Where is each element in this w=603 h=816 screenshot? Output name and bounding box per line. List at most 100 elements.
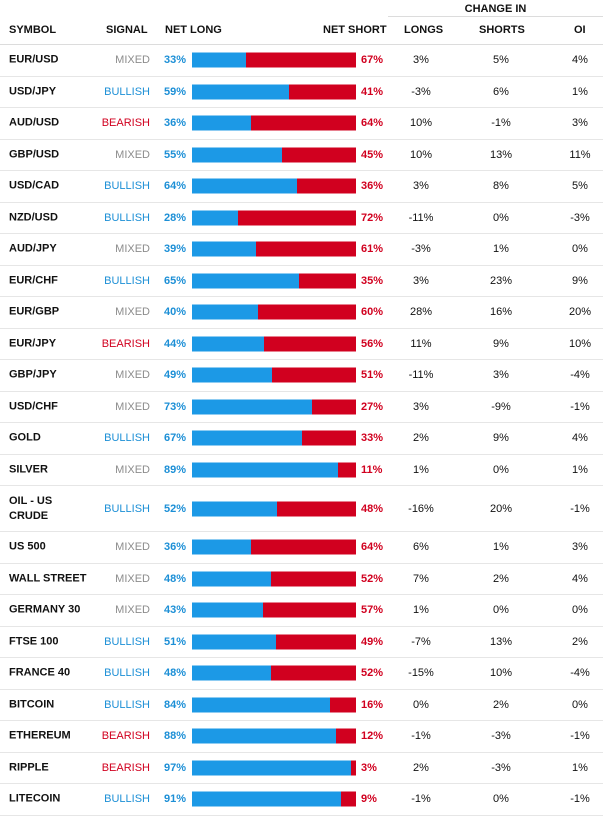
sentiment-bar-long-fill <box>192 697 330 713</box>
table-row[interactable]: US 500 MIXED 36% 64% 6% 1% 3% <box>0 532 603 564</box>
net-short-value: 64% <box>361 541 384 554</box>
header-signal[interactable]: SIGNAL <box>106 24 148 36</box>
net-short-value: 72% <box>361 211 384 224</box>
symbol-cell[interactable]: GERMANY 30 <box>9 603 81 616</box>
sentiment-bar-long-fill <box>192 304 258 320</box>
signal-cell: MIXED <box>115 243 150 256</box>
change-oi-value: 5% <box>572 180 588 193</box>
table-row[interactable]: RIPPLE BEARISH 97% 3% 2% -3% 1% <box>0 753 603 784</box>
change-shorts-value: 10% <box>489 667 513 680</box>
change-longs-value: 10% <box>409 117 433 130</box>
table-row[interactable]: WALL STREET MIXED 48% 52% 7% 2% 4% <box>0 564 603 595</box>
change-oi-value: 0% <box>572 604 588 617</box>
table-row[interactable]: SILVER MIXED 89% 11% 1% 0% 1% <box>0 455 603 486</box>
table-row[interactable]: NZD/USD BULLISH 28% 72% -11% 0% -3% <box>0 203 603 234</box>
table-row[interactable]: EUR/CHF BULLISH 65% 35% 3% 23% 9% <box>0 266 603 297</box>
sentiment-bar-long-fill <box>192 791 342 807</box>
sentiment-bar <box>192 791 356 807</box>
table-row[interactable]: GBP/USD MIXED 55% 45% 10% 13% 11% <box>0 140 603 171</box>
header-net-short[interactable]: NET SHORT <box>323 24 387 36</box>
sentiment-bar-long-fill <box>192 367 273 383</box>
signal-cell: MIXED <box>115 463 150 476</box>
table-row[interactable]: EUR/USD MIXED 33% 67% 3% 5% 4% <box>0 45 603 77</box>
table-row[interactable]: USD/JPY BULLISH 59% 41% -3% 6% 1% <box>0 77 603 108</box>
net-short-value: 33% <box>361 432 384 445</box>
net-long-value: 65% <box>163 274 186 287</box>
symbol-cell[interactable]: FRANCE 40 <box>9 666 71 679</box>
symbol-cell[interactable]: SILVER <box>9 463 48 476</box>
symbol-cell[interactable]: EUR/CHF <box>9 274 58 287</box>
table-row[interactable]: GERMANY 30 MIXED 43% 57% 1% 0% 0% <box>0 595 603 627</box>
header-longs[interactable]: LONGS <box>404 24 444 36</box>
change-oi-value: 4% <box>572 432 588 445</box>
sentiment-bar-long-fill <box>192 210 238 226</box>
table-row[interactable]: OIL - US CRUDE BULLISH 52% 48% -16% 20% -1% <box>0 486 603 532</box>
symbol-cell[interactable]: WALL STREET <box>9 572 87 585</box>
symbol-cell[interactable]: NZD/USD <box>9 211 58 224</box>
symbol-cell[interactable]: FTSE 100 <box>9 635 59 648</box>
symbol-cell[interactable]: USD/JPY <box>9 85 57 98</box>
symbol-cell[interactable]: EUR/JPY <box>9 337 57 350</box>
symbol-cell[interactable]: EUR/USD <box>9 53 59 66</box>
symbol-cell[interactable]: USD/CHF <box>9 400 58 413</box>
table-row[interactable]: LITECOIN BULLISH 91% 9% -1% 0% -1% <box>0 784 603 816</box>
sentiment-bar-long-fill <box>192 178 297 194</box>
table-row[interactable]: BITCOIN BULLISH 84% 16% 0% 2% 0% <box>0 690 603 721</box>
change-longs-value: -1% <box>411 793 431 806</box>
signal-cell: MIXED <box>115 306 150 319</box>
change-shorts-value: 5% <box>493 54 509 67</box>
symbol-cell[interactable]: OIL - US CRUDE <box>9 494 53 522</box>
signal-cell: BULLISH <box>104 793 150 806</box>
table-row[interactable]: EUR/GBP MIXED 40% 60% 28% 16% 20% <box>0 297 603 329</box>
net-long-value: 49% <box>163 369 186 382</box>
header-symbol[interactable]: SYMBOL <box>9 24 57 36</box>
header-oi[interactable]: OI <box>574 24 586 36</box>
symbol-cell[interactable]: AUD/JPY <box>9 242 57 255</box>
table-row[interactable]: FRANCE 40 BULLISH 48% 52% -15% 10% -4% <box>0 658 603 690</box>
sentiment-bar-long-fill <box>192 760 352 776</box>
symbol-cell[interactable]: BITCOIN <box>9 698 55 711</box>
change-oi-value: 3% <box>572 541 588 554</box>
symbol-cell[interactable]: EUR/GBP <box>9 305 60 318</box>
header-net-long[interactable]: NET LONG <box>165 24 222 36</box>
change-oi-value: -4% <box>570 369 590 382</box>
sentiment-bar-long-fill <box>192 728 337 744</box>
symbol-cell[interactable]: ETHEREUM <box>9 729 71 742</box>
table-row[interactable]: GOLD BULLISH 67% 33% 2% 9% 4% <box>0 423 603 455</box>
net-long-value: 39% <box>163 243 186 256</box>
sentiment-bar <box>192 304 356 320</box>
symbol-cell[interactable]: US 500 <box>9 540 46 553</box>
change-shorts-value: 0% <box>493 793 509 806</box>
change-shorts-value: 1% <box>493 243 509 256</box>
symbol-cell[interactable]: USD/CAD <box>9 179 60 192</box>
sentiment-bar <box>192 501 356 516</box>
symbol-cell[interactable]: GBP/USD <box>9 148 60 161</box>
table-row[interactable]: AUD/USD BEARISH 36% 64% 10% -1% 3% <box>0 108 603 140</box>
sentiment-bar-long-fill <box>192 501 278 516</box>
net-short-value: 35% <box>361 274 384 287</box>
change-oi-value: -3% <box>570 211 590 224</box>
change-longs-value: -1% <box>411 730 431 743</box>
net-long-value: 59% <box>163 85 186 98</box>
symbol-cell[interactable]: GBP/JPY <box>9 368 57 381</box>
change-longs-value: 11% <box>410 337 432 350</box>
change-shorts-value: 9% <box>493 337 509 350</box>
signal-cell: BULLISH <box>104 180 150 193</box>
symbol-cell[interactable]: RIPPLE <box>9 761 49 774</box>
change-longs-value: 1% <box>413 604 429 617</box>
net-long-value: 73% <box>163 400 186 413</box>
table-row[interactable]: AUD/JPY MIXED 39% 61% -3% 1% 0% <box>0 234 603 266</box>
symbol-cell[interactable]: LITECOIN <box>9 792 61 805</box>
table-row[interactable]: GBP/JPY MIXED 49% 51% -11% 3% -4% <box>0 360 603 392</box>
signal-cell: MIXED <box>115 572 150 585</box>
change-oi-value: 2% <box>572 635 588 648</box>
table-row[interactable]: EUR/JPY BEARISH 44% 56% 11% 9% 10% <box>0 329 603 360</box>
table-row[interactable]: USD/CAD BULLISH 64% 36% 3% 8% 5% <box>0 171 603 203</box>
symbol-cell[interactable]: GOLD <box>9 431 41 444</box>
table-row[interactable]: FTSE 100 BULLISH 51% 49% -7% 13% 2% <box>0 627 603 658</box>
table-row[interactable]: ETHEREUM BEARISH 88% 12% -1% -3% -1% <box>0 721 603 753</box>
table-row[interactable]: USD/CHF MIXED 73% 27% 3% -9% -1% <box>0 392 603 423</box>
symbol-cell[interactable]: AUD/USD <box>9 116 60 129</box>
sentiment-bar <box>192 241 356 257</box>
header-shorts[interactable]: SHORTS <box>479 24 525 36</box>
